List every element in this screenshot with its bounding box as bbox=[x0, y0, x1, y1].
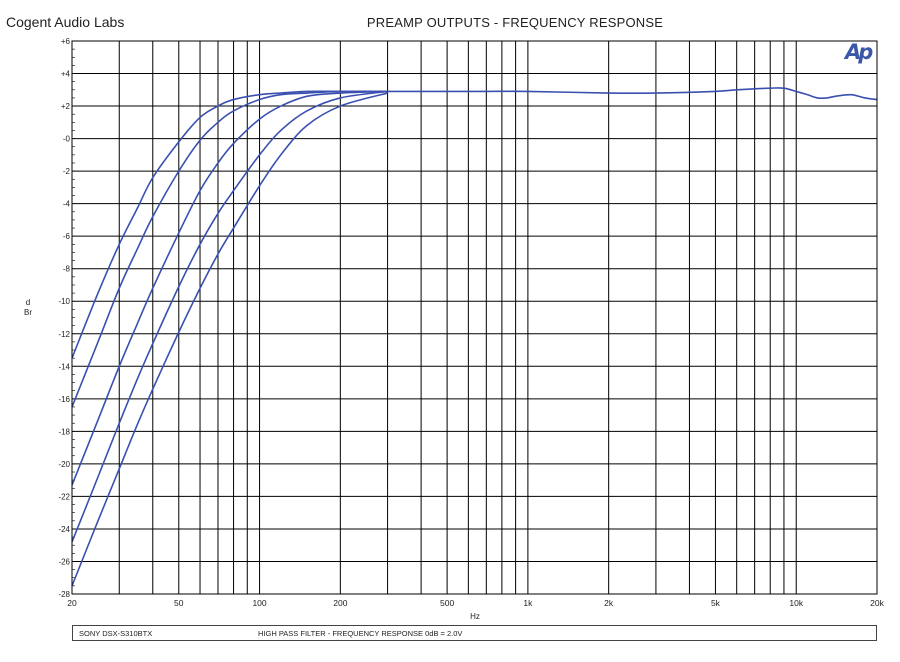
brand-label: Cogent Audio Labs bbox=[6, 14, 125, 30]
y-tick-label: +2 bbox=[61, 102, 71, 111]
series-line-6 bbox=[387, 87, 878, 101]
series-layer bbox=[71, 87, 878, 587]
footer-caption-box: SONY DSX-S310BTX HIGH PASS FILTER - FREQ… bbox=[72, 625, 877, 641]
x-tick-label: 500 bbox=[440, 598, 454, 608]
x-tick-label: 5k bbox=[711, 598, 721, 608]
y-tick-label: -14 bbox=[58, 362, 70, 371]
x-tick-label: 2k bbox=[604, 598, 614, 608]
x-tick-label: 1k bbox=[523, 598, 533, 608]
x-axis-label: Hz bbox=[470, 612, 480, 621]
y-tick-label: -4 bbox=[63, 200, 71, 209]
y-tick-label: -26 bbox=[58, 557, 70, 566]
y-tick-label: +6 bbox=[61, 37, 71, 46]
grid-layer bbox=[72, 40, 877, 595]
series-line-1 bbox=[71, 90, 388, 359]
y-tick-label: -0 bbox=[63, 135, 71, 144]
x-tick-label: 20 bbox=[67, 598, 77, 608]
x-tick-label: 20k bbox=[870, 598, 884, 608]
series-line-4 bbox=[71, 90, 388, 543]
y-tick-label: -16 bbox=[58, 395, 70, 404]
y-axis-label: dBr bbox=[24, 298, 32, 317]
series-line-5 bbox=[71, 92, 388, 587]
y-tick-label: -28 bbox=[58, 590, 70, 599]
y-tick-label: -6 bbox=[63, 232, 71, 241]
y-tick-label: -18 bbox=[58, 427, 70, 436]
y-tick-label: -24 bbox=[58, 525, 70, 534]
ap-logo: Ap bbox=[845, 40, 873, 64]
y-tick-label: -22 bbox=[58, 492, 70, 501]
y-tick-label: +4 bbox=[61, 70, 71, 79]
y-tick-label: -2 bbox=[63, 167, 71, 176]
footer-description-label: HIGH PASS FILTER - FREQUENCY RESPONSE 0d… bbox=[258, 629, 463, 638]
tick-labels: +6 +4 +2 -0 -2 -4 -6 -8 -10 -12 -14 -16 -18 -20 -22 -24… bbox=[58, 37, 884, 608]
y-tick-label: -20 bbox=[58, 460, 70, 469]
y-tick-label: -8 bbox=[63, 265, 71, 274]
y-tick-label: -12 bbox=[58, 330, 70, 339]
plot-frame bbox=[71, 40, 878, 595]
x-tick-label: 10k bbox=[789, 598, 803, 608]
x-tick-label: 100 bbox=[252, 598, 266, 608]
series-line-3 bbox=[71, 90, 388, 486]
y-tick-label: -10 bbox=[58, 297, 70, 306]
series-line-2 bbox=[71, 90, 388, 408]
x-tick-label: 200 bbox=[333, 598, 347, 608]
footer-device-label: SONY DSX-S310BTX bbox=[79, 629, 153, 638]
x-tick-label: 50 bbox=[174, 598, 184, 608]
chart-title: PREAMP OUTPUTS - FREQUENCY RESPONSE bbox=[366, 15, 664, 30]
